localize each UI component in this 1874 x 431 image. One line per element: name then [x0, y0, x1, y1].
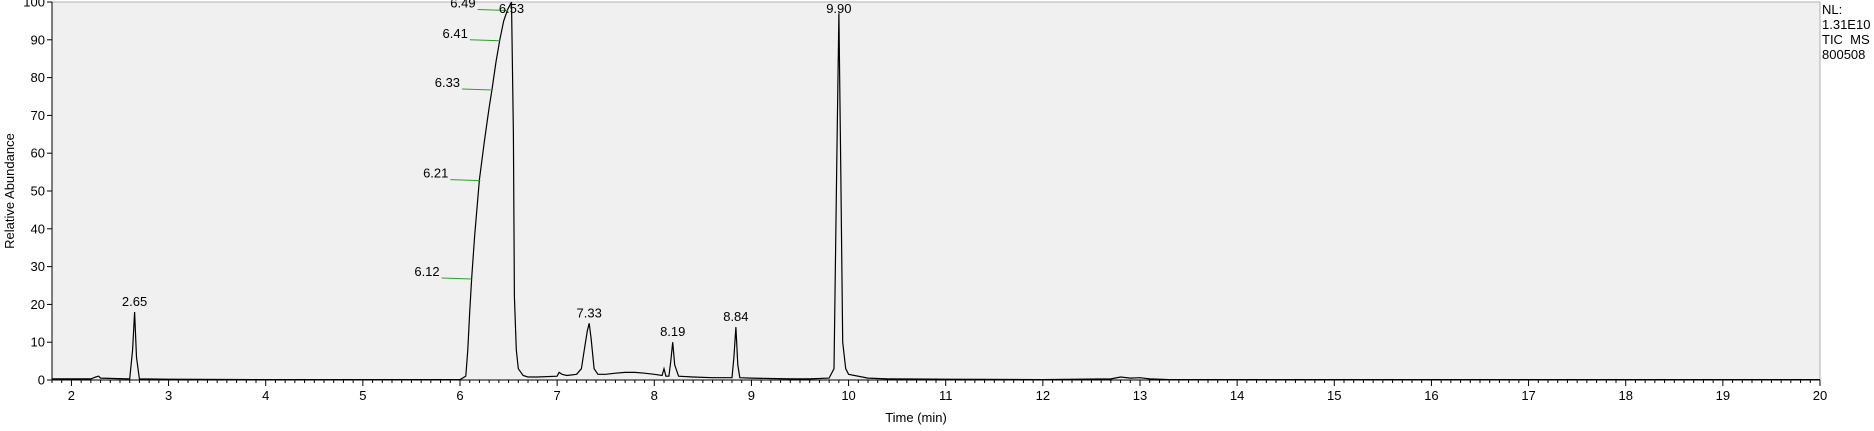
y-tick-label: 0 [38, 373, 45, 388]
peak-label: 6.21 [423, 166, 448, 181]
peak-marker [469, 39, 500, 42]
y-tick-label: 70 [31, 108, 45, 123]
x-tick-label: 9 [748, 388, 755, 403]
y-axis: 0 10 20 30 40 50 60 70 80 90 100 [23, 0, 52, 388]
peak-labels: 2.65 6.12 6.21 6.33 6.41 6.49 6.53 7.33 8.19 8.84… [122, 0, 852, 339]
x-tick-label: 18 [1618, 388, 1632, 403]
peak-label: 8.19 [660, 324, 685, 339]
x-axis: 2 3 4 5 6 7 8 9 10 11 12 13 14 15 16 17 18 19 20 [51, 380, 1827, 403]
info-line-nl-value: 1.31E10 [1822, 17, 1871, 32]
y-tick-label: 60 [31, 146, 45, 161]
y-tick-label: 40 [31, 221, 45, 236]
peak-label: 6.53 [499, 1, 524, 16]
peak-label: 6.41 [443, 26, 468, 41]
y-tick-label: 20 [31, 297, 45, 312]
tic-trace [52, 1, 1820, 381]
y-tick-label: 30 [31, 259, 45, 274]
info-box: NL: 1.31E10 TIC MS 800508 [1822, 2, 1870, 62]
info-line-file: 800508 [1822, 47, 1866, 62]
x-tick-label: 10 [841, 388, 855, 403]
y-tick-label: 100 [23, 0, 45, 10]
x-tick-label: 19 [1716, 388, 1730, 403]
x-tick-label: 20 [1813, 388, 1827, 403]
peak-label: 7.33 [577, 305, 602, 320]
y-tick-label: 50 [31, 184, 45, 199]
peak-label: 6.49 [450, 0, 475, 11]
x-tick-label: 15 [1327, 388, 1341, 403]
y-tick-label: 10 [31, 335, 45, 350]
x-tick-label: 3 [165, 388, 172, 403]
y-tick-label: 80 [31, 70, 45, 85]
x-tick-label: 16 [1424, 388, 1438, 403]
peak-marker [462, 88, 493, 91]
x-tick-label: 2 [68, 388, 75, 403]
y-tick-label: 90 [31, 32, 45, 47]
x-tick-label: 11 [939, 388, 953, 403]
x-tick-label: 14 [1230, 388, 1244, 403]
x-tick-label: 7 [554, 388, 561, 403]
x-tick-label: 4 [262, 388, 269, 403]
x-tick-label: 17 [1521, 388, 1535, 403]
x-tick-label: 8 [651, 388, 658, 403]
info-line-scan: TIC MS [1822, 32, 1870, 47]
peak-label: 8.84 [723, 309, 748, 324]
info-line-nl: NL: [1822, 2, 1843, 17]
plot-area [51, 1, 1821, 381]
x-axis-title: Time (min) [885, 410, 947, 425]
peak-label: 9.90 [826, 1, 851, 16]
peak-label: 6.12 [414, 264, 439, 279]
peak-marker [450, 179, 481, 182]
x-tick-label: 12 [1036, 388, 1050, 403]
x-tick-label: 13 [1133, 388, 1147, 403]
peak-label: 6.33 [435, 75, 460, 90]
y-axis-title: Relative Abundance [2, 133, 17, 249]
peak-label: 2.65 [122, 294, 147, 309]
x-tick-label: 5 [359, 388, 366, 403]
x-tick-label: 6 [456, 388, 463, 403]
peak-marker [441, 277, 472, 280]
peak-marker [477, 9, 508, 12]
